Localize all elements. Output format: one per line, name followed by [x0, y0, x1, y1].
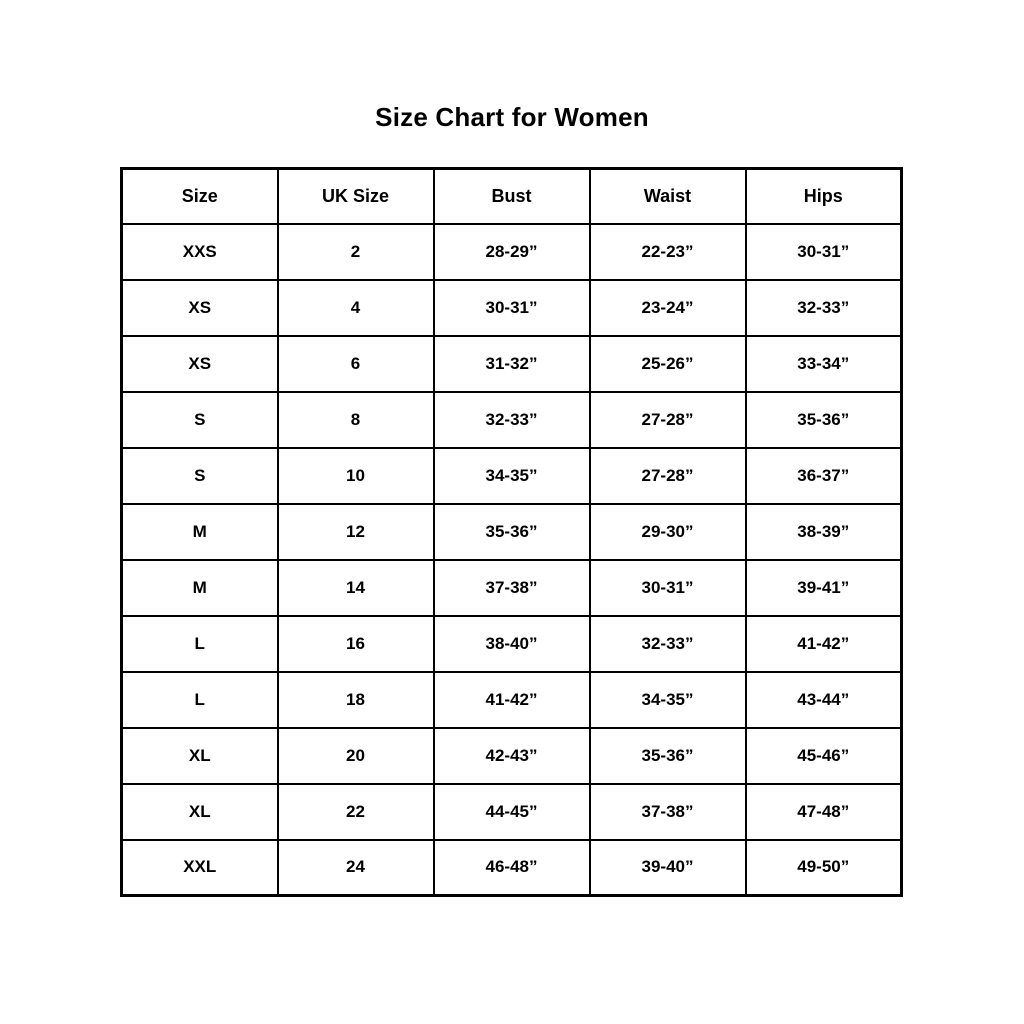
cell-waist: 34-35”: [588, 670, 747, 729]
cell-bust: 38-40”: [432, 614, 591, 673]
cell-waist: 22-23”: [588, 222, 747, 281]
cell-size: L: [120, 670, 279, 729]
cell-uk-size: 18: [276, 670, 435, 729]
cell-bust: 35-36”: [432, 502, 591, 561]
table-header: Size UK Size Bust Waist Hips: [120, 167, 903, 225]
cell-hips: 36-37”: [744, 446, 903, 505]
cell-bust: 34-35”: [432, 446, 591, 505]
page-title: Size Chart for Women: [375, 102, 649, 132]
cell-size: S: [120, 390, 279, 449]
table-row: M 14 37-38” 30-31” 39-41”: [120, 558, 903, 617]
cell-uk-size: 12: [276, 502, 435, 561]
column-header-bust: Bust: [432, 167, 591, 225]
cell-uk-size: 22: [276, 782, 435, 841]
table-body: XXS 2 28-29” 22-23” 30-31” XS 4 30-31” 23-24” 32-…: [120, 222, 903, 897]
column-header-size: Size: [120, 167, 279, 225]
cell-waist: 35-36”: [588, 726, 747, 785]
cell-bust: 44-45”: [432, 782, 591, 841]
cell-uk-size: 6: [276, 334, 435, 393]
cell-uk-size: 10: [276, 446, 435, 505]
column-header-hips: Hips: [744, 167, 903, 225]
column-header-waist: Waist: [588, 167, 747, 225]
cell-hips: 33-34”: [744, 334, 903, 393]
cell-bust: 32-33”: [432, 390, 591, 449]
table-row: S 8 32-33” 27-28” 35-36”: [120, 390, 903, 449]
cell-hips: 35-36”: [744, 390, 903, 449]
cell-hips: 38-39”: [744, 502, 903, 561]
cell-waist: 23-24”: [588, 278, 747, 337]
cell-hips: 47-48”: [744, 782, 903, 841]
cell-hips: 41-42”: [744, 614, 903, 673]
cell-waist: 32-33”: [588, 614, 747, 673]
cell-bust: 37-38”: [432, 558, 591, 617]
cell-size: M: [120, 558, 279, 617]
cell-hips: 49-50”: [744, 838, 903, 897]
table-row: XS 6 31-32” 25-26” 33-34”: [120, 334, 903, 393]
cell-size: M: [120, 502, 279, 561]
cell-size: XXS: [120, 222, 279, 281]
table-row: XXS 2 28-29” 22-23” 30-31”: [120, 222, 903, 281]
cell-uk-size: 16: [276, 614, 435, 673]
cell-waist: 39-40”: [588, 838, 747, 897]
cell-size: L: [120, 614, 279, 673]
cell-waist: 27-28”: [588, 446, 747, 505]
table-row: L 16 38-40” 32-33” 41-42”: [120, 614, 903, 673]
cell-bust: 41-42”: [432, 670, 591, 729]
size-chart-table: Size UK Size Bust Waist Hips XXS 2 28-29” 2…: [120, 167, 903, 897]
cell-bust: 42-43”: [432, 726, 591, 785]
cell-size: S: [120, 446, 279, 505]
cell-size: XS: [120, 334, 279, 393]
cell-hips: 43-44”: [744, 670, 903, 729]
cell-bust: 31-32”: [432, 334, 591, 393]
cell-bust: 46-48”: [432, 838, 591, 897]
cell-size: XL: [120, 726, 279, 785]
table-header-row: Size UK Size Bust Waist Hips: [120, 167, 903, 225]
table-row: L 18 41-42” 34-35” 43-44”: [120, 670, 903, 729]
cell-hips: 39-41”: [744, 558, 903, 617]
cell-uk-size: 14: [276, 558, 435, 617]
cell-hips: 32-33”: [744, 278, 903, 337]
table-row: XL 20 42-43” 35-36” 45-46”: [120, 726, 903, 785]
cell-size: XL: [120, 782, 279, 841]
cell-bust: 28-29”: [432, 222, 591, 281]
cell-uk-size: 24: [276, 838, 435, 897]
cell-uk-size: 4: [276, 278, 435, 337]
cell-waist: 29-30”: [588, 502, 747, 561]
cell-waist: 27-28”: [588, 390, 747, 449]
table-row: XXL 24 46-48” 39-40” 49-50”: [120, 838, 903, 897]
table-row: S 10 34-35” 27-28” 36-37”: [120, 446, 903, 505]
column-header-uk-size: UK Size: [276, 167, 435, 225]
cell-hips: 30-31”: [744, 222, 903, 281]
cell-uk-size: 8: [276, 390, 435, 449]
cell-waist: 37-38”: [588, 782, 747, 841]
size-chart-table-container: Size UK Size Bust Waist Hips XXS 2 28-29” 2…: [120, 167, 903, 897]
cell-uk-size: 2: [276, 222, 435, 281]
cell-size: XXL: [120, 838, 279, 897]
table-row: XS 4 30-31” 23-24” 32-33”: [120, 278, 903, 337]
table-row: M 12 35-36” 29-30” 38-39”: [120, 502, 903, 561]
cell-bust: 30-31”: [432, 278, 591, 337]
cell-size: XS: [120, 278, 279, 337]
cell-waist: 30-31”: [588, 558, 747, 617]
cell-uk-size: 20: [276, 726, 435, 785]
table-row: XL 22 44-45” 37-38” 47-48”: [120, 782, 903, 841]
cell-hips: 45-46”: [744, 726, 903, 785]
cell-waist: 25-26”: [588, 334, 747, 393]
